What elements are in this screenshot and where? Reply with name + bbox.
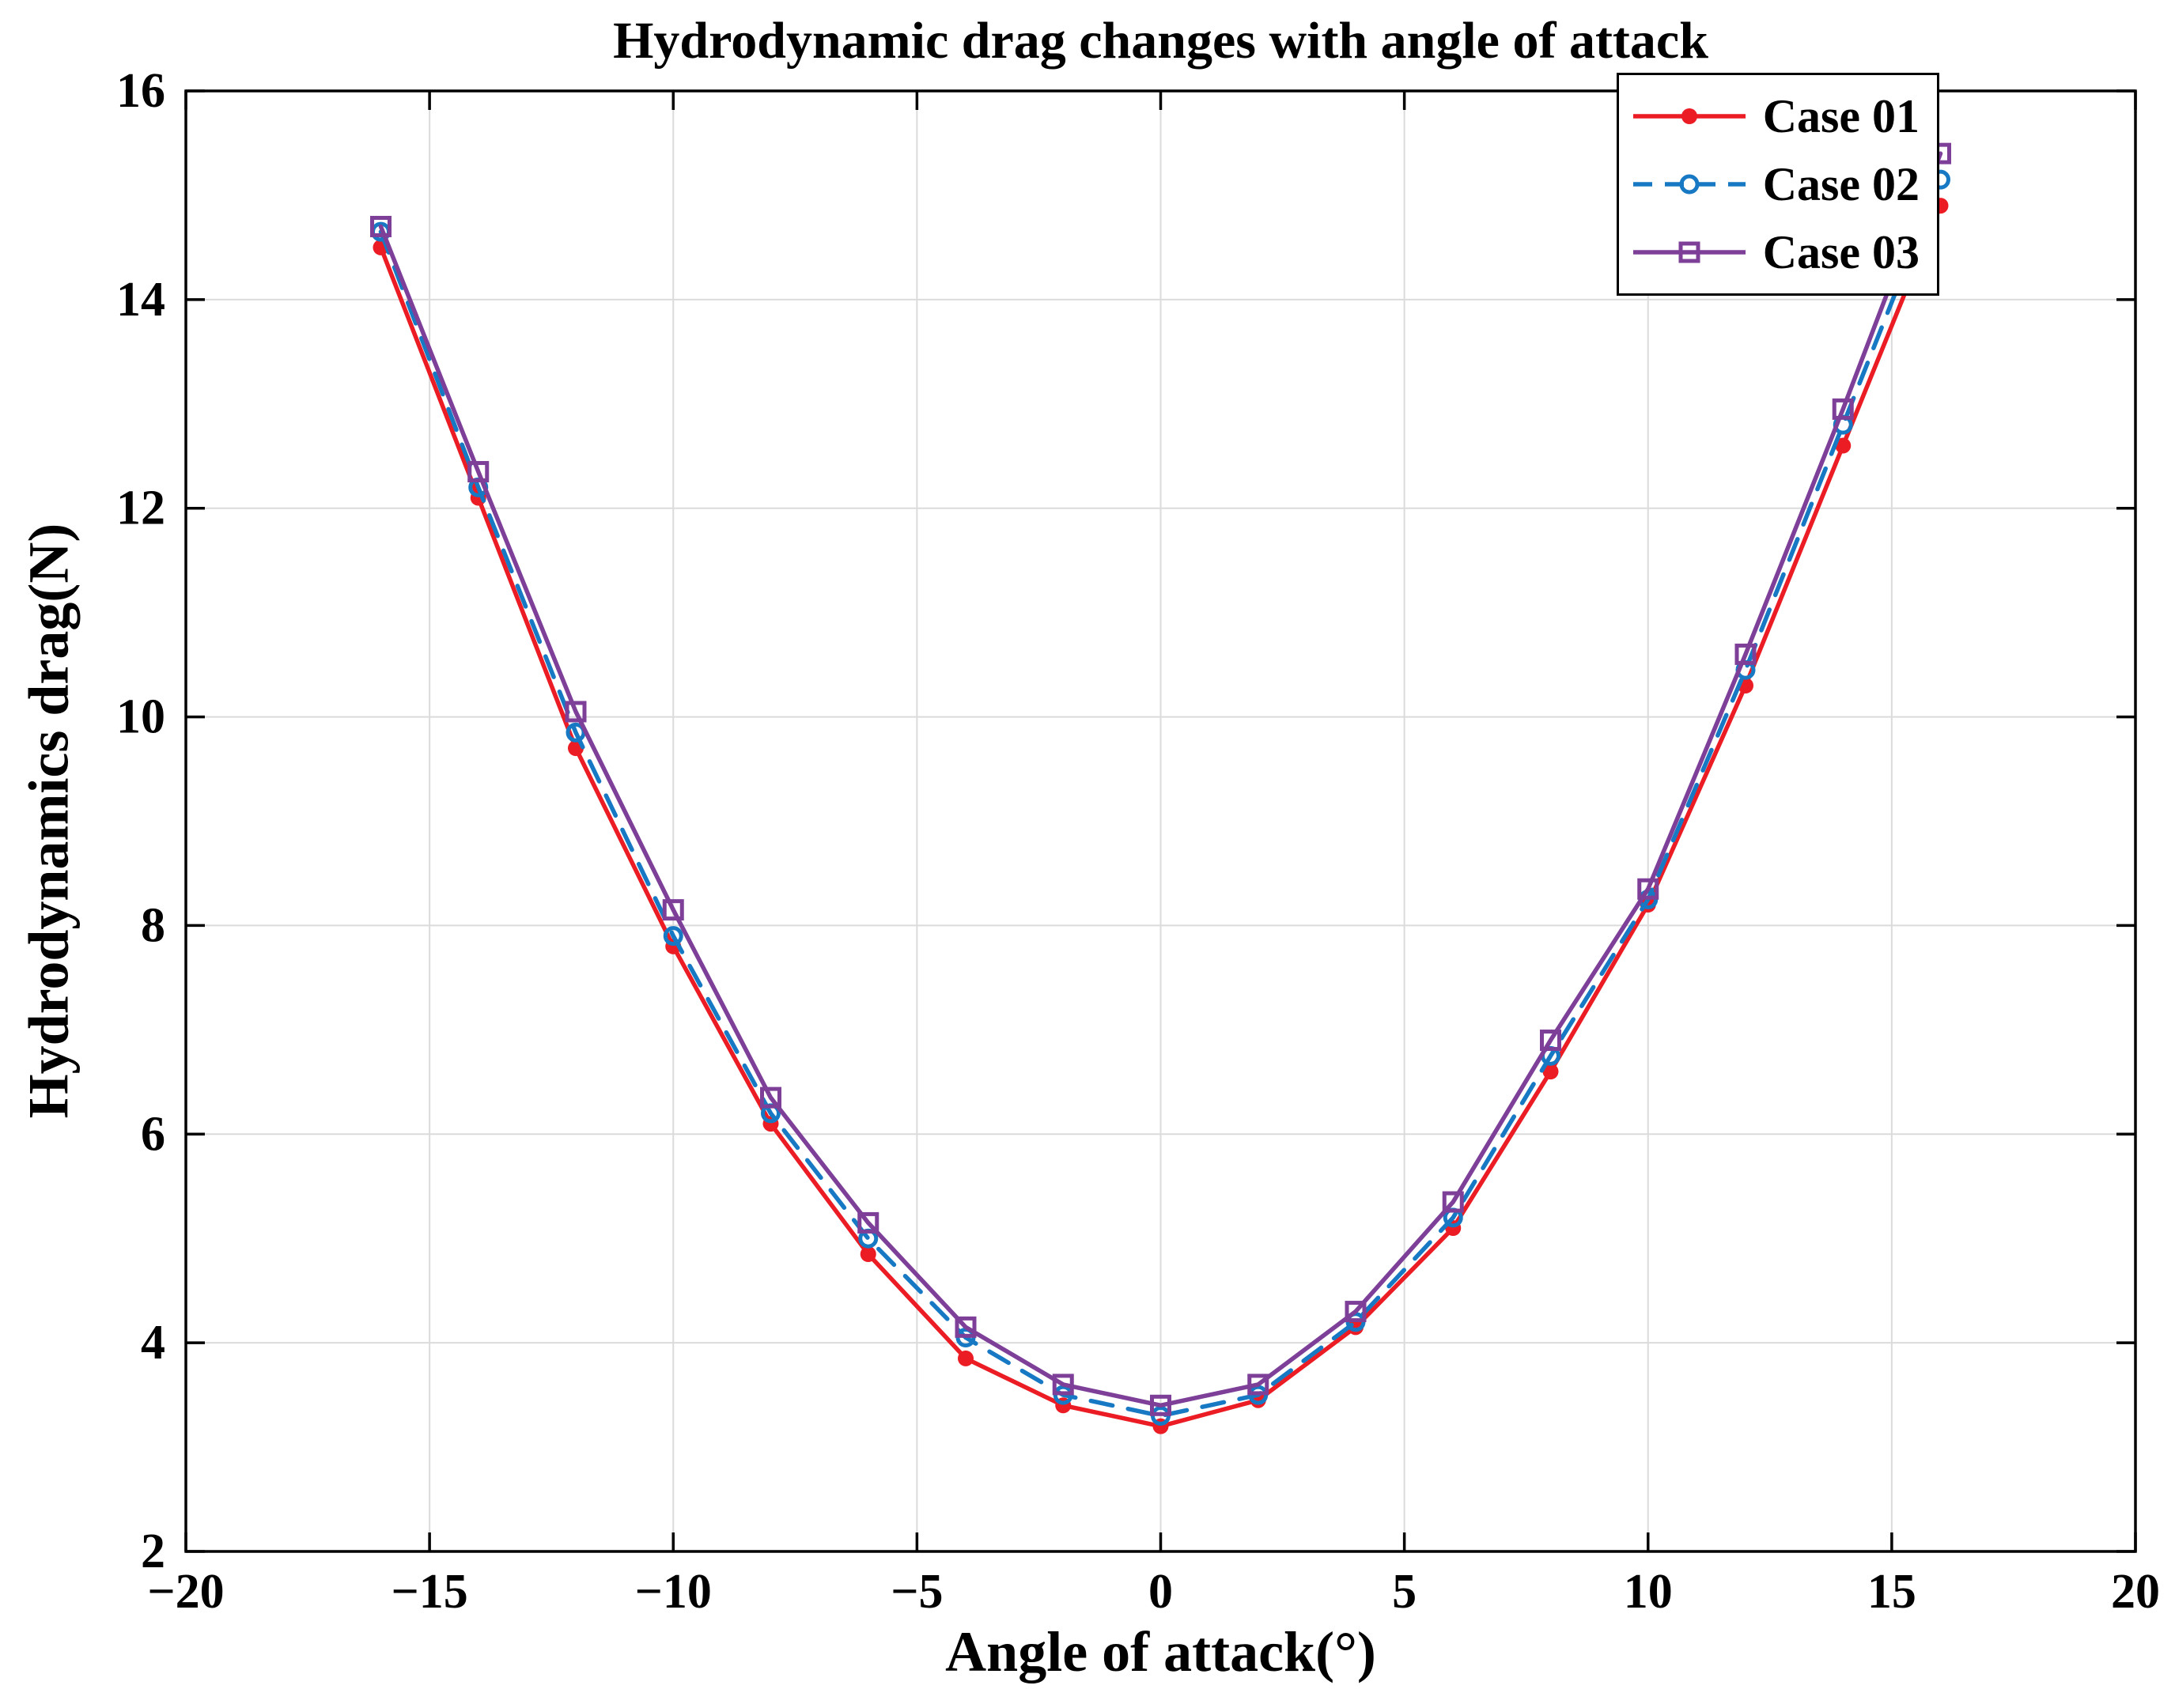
y-tick-label: 12 bbox=[116, 482, 165, 535]
x-tick-label: 5 bbox=[1392, 1565, 1417, 1619]
legend-label-case-02: Case 02 bbox=[1762, 157, 1920, 210]
y-tick-label: 6 bbox=[141, 1107, 165, 1161]
y-tick-label: 8 bbox=[141, 898, 165, 952]
marker-open-square bbox=[760, 1086, 781, 1109]
y-tick-label: 10 bbox=[116, 690, 165, 744]
x-tick-label: −15 bbox=[391, 1565, 467, 1619]
marker-open-square bbox=[955, 1316, 977, 1338]
marker-open-square bbox=[1052, 1374, 1074, 1396]
marker-filled-circle bbox=[1542, 1064, 1559, 1080]
legend-sample-case-01 bbox=[1632, 108, 1746, 124]
series-line-case-03 bbox=[378, 151, 1943, 1408]
marker-open-square bbox=[565, 701, 587, 723]
y-axis-label: Hydrodynamics drag(N) bbox=[17, 523, 81, 1119]
x-tick-label: −20 bbox=[147, 1565, 224, 1619]
y-tick-label: 14 bbox=[116, 273, 165, 327]
series-line-case-02 bbox=[378, 177, 1943, 1419]
marker-open-square bbox=[467, 461, 490, 483]
marker-open-square bbox=[1442, 1191, 1464, 1213]
marker-open-circle bbox=[663, 926, 683, 947]
legend: Case 01 Case 02 Case 03 bbox=[1616, 73, 1939, 296]
x-tick-label: −5 bbox=[891, 1565, 943, 1619]
marker-filled-circle bbox=[860, 1246, 876, 1263]
marker-open-square bbox=[1540, 1030, 1561, 1052]
legend-sample-case-03 bbox=[1632, 241, 1746, 263]
x-tick-label: 15 bbox=[1867, 1565, 1916, 1619]
marker-open-square bbox=[1345, 1301, 1367, 1323]
x-tick-label: 20 bbox=[2111, 1565, 2160, 1619]
legend-label-case-03: Case 03 bbox=[1762, 225, 1920, 278]
marker-open-square bbox=[1678, 241, 1700, 263]
marker-open-square bbox=[1734, 643, 1757, 665]
chart-title: Hydrodynamic drag changes with angle of … bbox=[613, 12, 1708, 70]
marker-filled-circle bbox=[958, 1350, 974, 1366]
x-axis-label: Angle of attack(°) bbox=[945, 1620, 1376, 1683]
y-tick-label: 2 bbox=[141, 1525, 165, 1578]
marker-filled-circle bbox=[1835, 437, 1852, 454]
marker-open-square bbox=[1247, 1374, 1269, 1396]
marker-open-square bbox=[1150, 1394, 1171, 1416]
marker-open-square bbox=[1637, 878, 1659, 900]
legend-item-case-01: Case 01 bbox=[1630, 83, 1920, 149]
legend-sample-case-02 bbox=[1632, 174, 1746, 195]
y-tick-label: 16 bbox=[116, 64, 165, 118]
marker-open-square bbox=[857, 1211, 879, 1234]
marker-filled-circle bbox=[1681, 108, 1697, 124]
x-tick-label: 0 bbox=[1148, 1565, 1173, 1619]
x-tick-label: 10 bbox=[1624, 1565, 1673, 1619]
y-tick-label: 4 bbox=[141, 1316, 165, 1370]
x-tick-label: −10 bbox=[635, 1565, 712, 1619]
marker-open-square bbox=[662, 899, 684, 921]
marker-open-square bbox=[1832, 398, 1854, 420]
legend-item-case-03: Case 03 bbox=[1630, 219, 1920, 285]
legend-label-case-01: Case 01 bbox=[1762, 89, 1920, 142]
legend-item-case-02: Case 02 bbox=[1630, 151, 1920, 217]
marker-open-circle bbox=[1679, 174, 1700, 195]
marker-open-square bbox=[370, 216, 392, 238]
